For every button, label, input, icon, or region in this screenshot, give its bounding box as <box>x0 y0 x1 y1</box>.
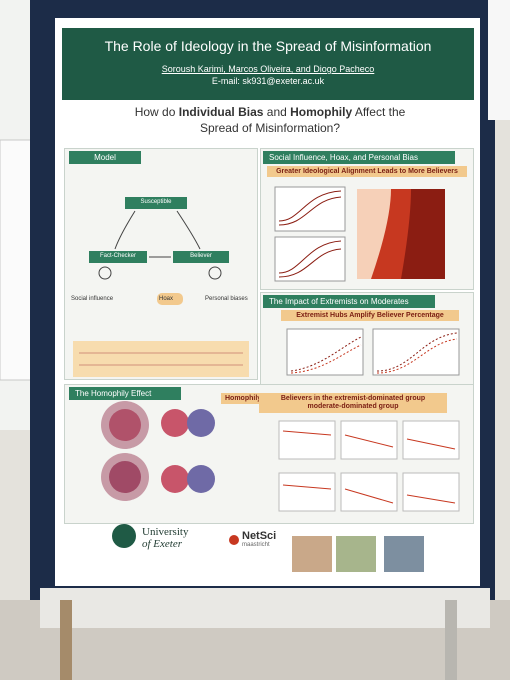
logo-text: of Exeter <box>142 538 183 550</box>
panel-title: Social Influence, Hoax, and Personal Bia… <box>263 151 455 164</box>
panel-title: Model <box>69 151 141 164</box>
email: E-mail: sk931@exeter.ac.uk <box>211 76 325 86</box>
subtitle-part: moderate-dominated group <box>307 403 399 410</box>
netsci-logo: NetSci maastricht <box>242 530 277 550</box>
question-part: Individual Bias <box>178 105 264 119</box>
panel-title: The Homophily Effect <box>69 387 181 400</box>
question-part: Homophily <box>290 105 353 119</box>
question-part: How do <box>134 105 176 119</box>
model-diagram <box>73 197 249 377</box>
poster-title: The Role of Ideology in the Spread of Mi… <box>104 38 432 54</box>
panel-subtitle: Greater Ideological Alignment Leads to M… <box>267 166 467 177</box>
panel-subtitle: Believers in the extremist-dominated gro… <box>259 393 447 413</box>
panel-title: The Impact of Extremists on Moderates <box>263 295 435 308</box>
homophily-panel: The Homophily Effect Homophily Believers… <box>64 384 474 524</box>
subtitle-part: extremist-dominated group <box>334 395 426 402</box>
logo-text: University <box>142 526 189 538</box>
authors: Soroush Karimi, Marcos Oliveira, and Dio… <box>161 64 375 74</box>
extremists-panel: The Impact of Extremists on Moderates Ex… <box>260 292 474 386</box>
legend-label: Personal biases <box>205 296 248 302</box>
panel-subtitle: Extremist Hubs Amplify Believer Percenta… <box>281 310 459 321</box>
question-part: Affect the <box>354 105 406 119</box>
social-panel: Social Influence, Hoax, and Personal Bia… <box>260 148 474 290</box>
legend-label: Hoax <box>159 296 174 302</box>
legend-label: Social influence <box>71 296 114 302</box>
homophily-tag: Homophily <box>221 393 261 404</box>
question-part: and <box>266 105 287 119</box>
question-part: Spread of Misinformation? <box>199 121 341 135</box>
model-panel: Model Susceptible Fact-Checker Believer … <box>64 148 258 380</box>
subtitle-part: Believers in the <box>280 395 333 402</box>
state-label: Susceptible <box>140 199 172 205</box>
logo-text: NetSci <box>242 530 277 542</box>
extremist-plots <box>286 328 460 376</box>
social-plots <box>274 186 445 282</box>
logo-text: maastricht <box>242 542 270 548</box>
state-label: Believer <box>190 253 212 259</box>
title-bar: The Role of Ideology in the Spread of Mi… <box>62 28 474 100</box>
question: How do Individual Bias and Homophily Aff… <box>80 104 460 136</box>
homophily-plots <box>101 401 460 512</box>
state-label: Fact-Checker <box>99 253 136 259</box>
university-logo: University of Exeter <box>142 526 188 550</box>
